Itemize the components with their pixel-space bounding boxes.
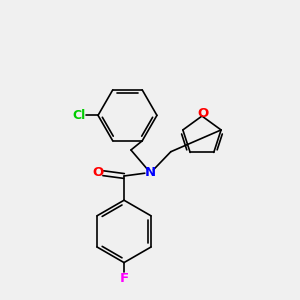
Text: O: O <box>92 166 104 179</box>
Text: O: O <box>197 107 208 120</box>
Text: N: N <box>144 166 156 179</box>
Text: Cl: Cl <box>72 109 86 122</box>
Text: F: F <box>119 272 129 285</box>
